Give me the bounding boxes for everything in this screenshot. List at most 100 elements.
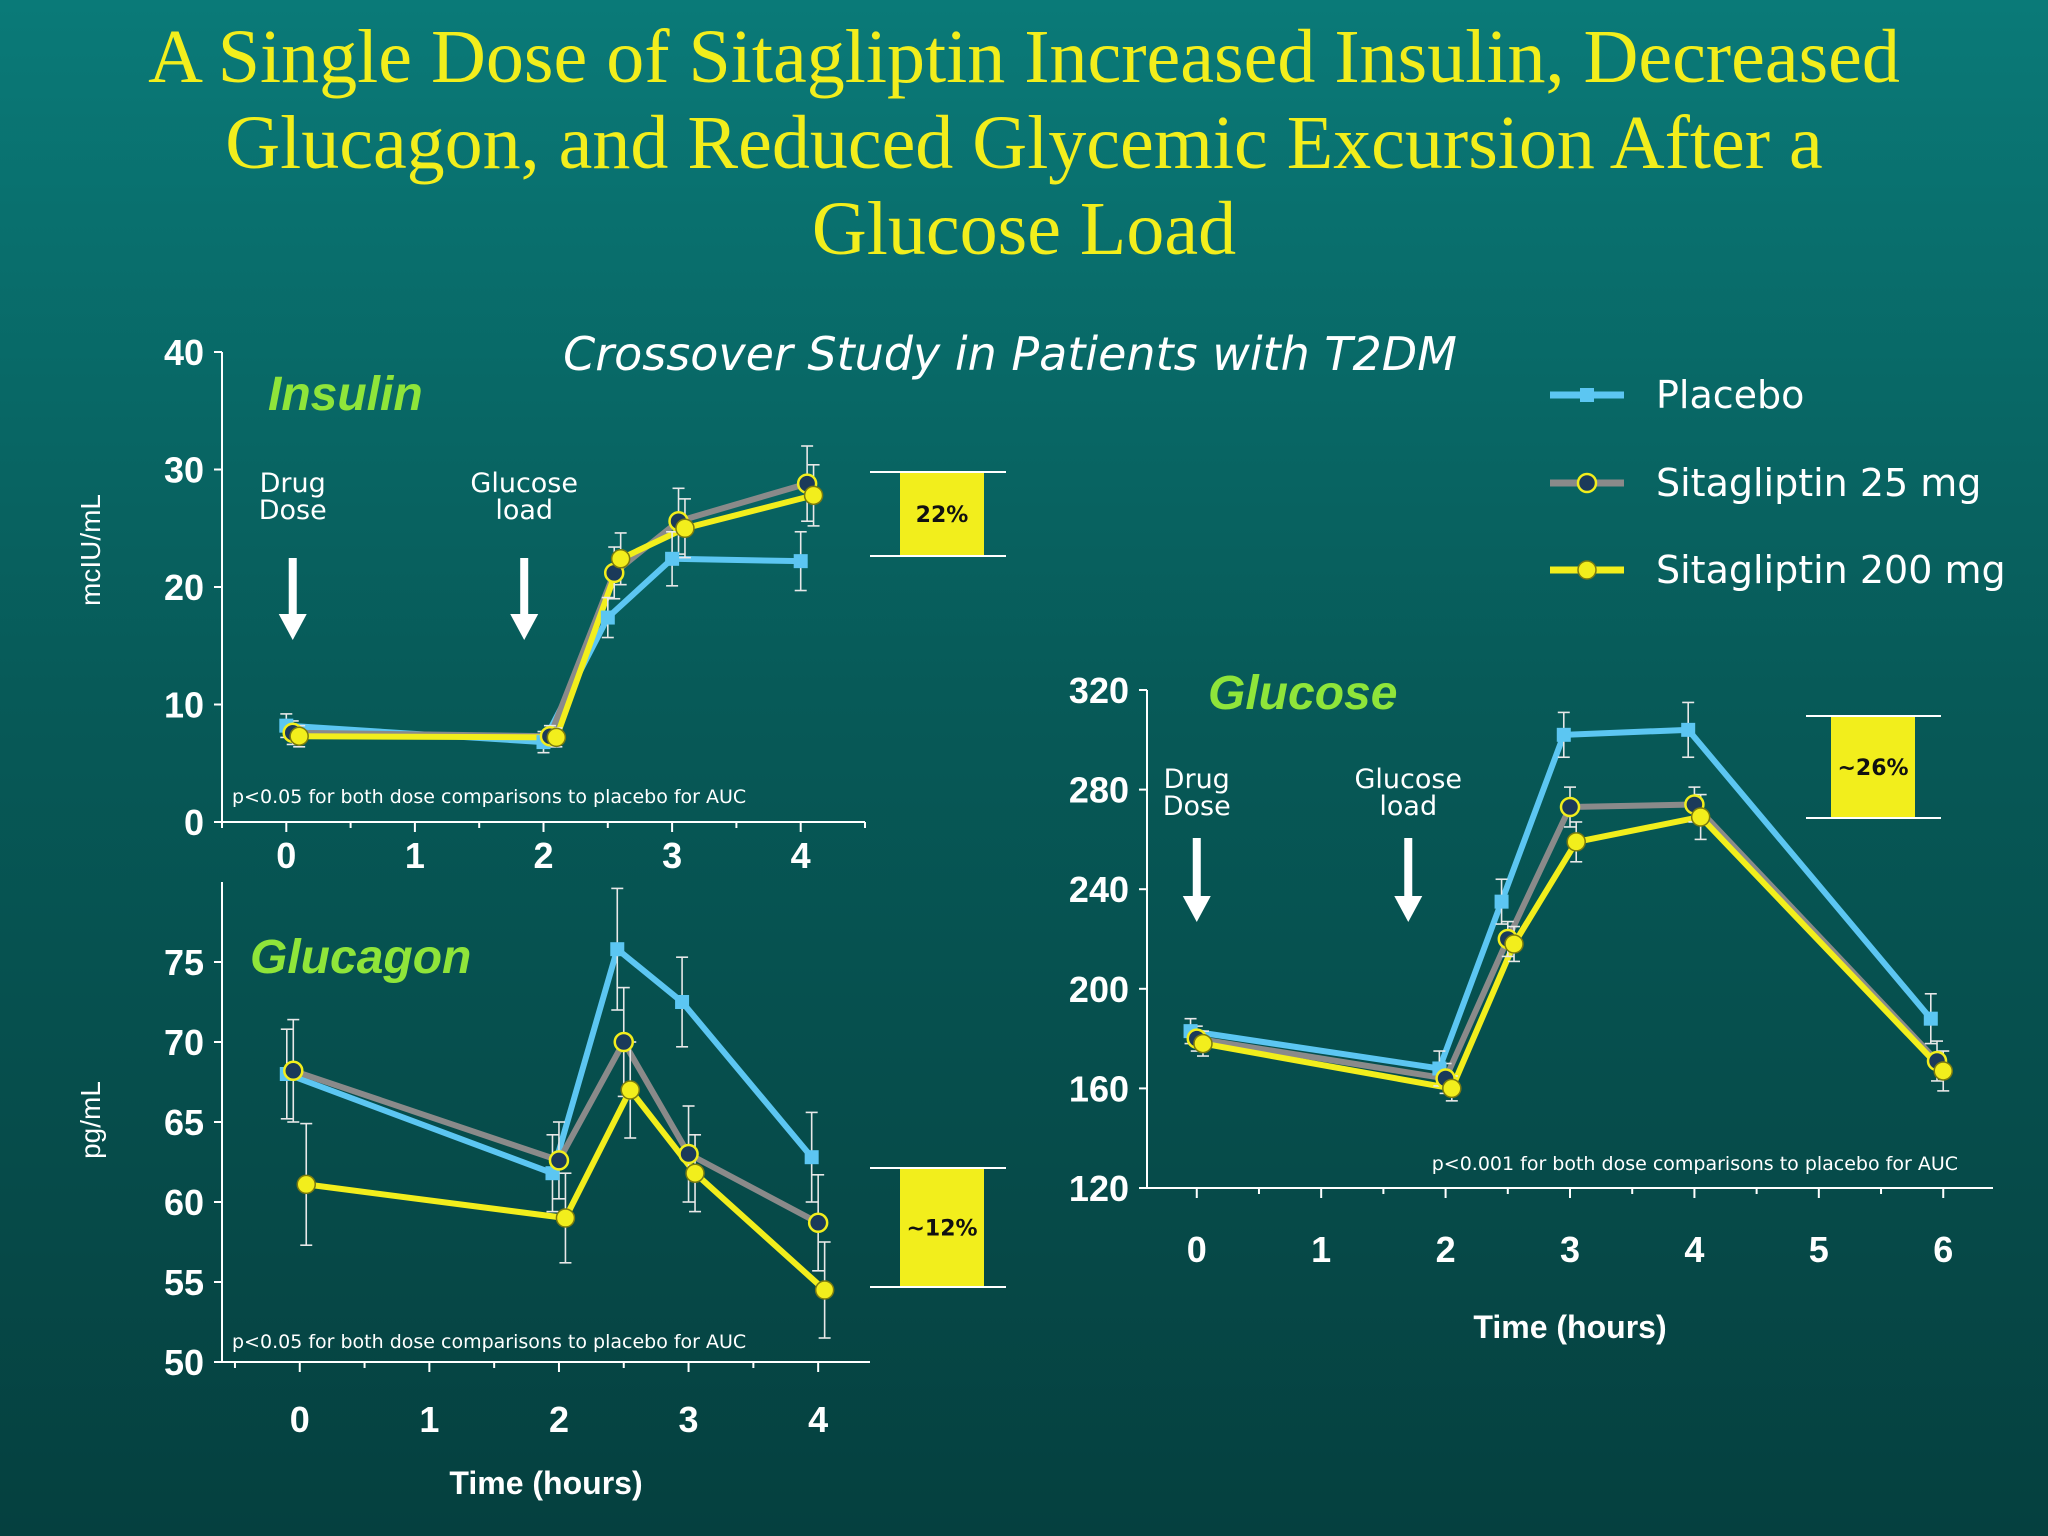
glucose-x-tick-label: 2 (1436, 1229, 1456, 1270)
glucagon-point-sita200 (555, 1208, 576, 1228)
legend-marker-sita200 (1577, 560, 1597, 580)
glucose-y-tick-label: 280 (1069, 770, 1129, 811)
glucose-annotation-label: Glucose (1354, 764, 1462, 795)
glucose-line-sita200 (1202, 813, 1946, 1092)
glucagon-y-tick-label: 70 (164, 1022, 204, 1063)
glucose-series-sita25 (1196, 801, 1940, 1082)
glucagon-point-placebo (675, 995, 690, 1009)
glucose-point-placebo (1556, 727, 1571, 742)
glucose-point-sita200 (1690, 807, 1711, 827)
glucose-point-sita25 (1559, 796, 1581, 818)
glucose-point-placebo (1923, 1011, 1938, 1026)
glucagon-point-placebo (804, 1150, 819, 1165)
insulin-point-placebo (793, 554, 808, 569)
glucose-point-placebo (1681, 722, 1696, 737)
glucagon-y-tick-label: 60 (164, 1182, 204, 1223)
glucose-y-tick-label: 160 (1069, 1068, 1129, 1109)
insulin-points-sita200 (289, 485, 824, 748)
glucose-line-sita25 (1196, 801, 1940, 1082)
glucagon-point-sita200 (814, 1280, 835, 1300)
insulin-point-sita200 (675, 518, 695, 538)
insulin-errors-placebo (280, 530, 807, 754)
legend-label-sita25: Sitagliptin 25 mg (1656, 461, 1981, 505)
legend-marker-sita25 (1576, 472, 1598, 494)
glucose-series-sita200 (1202, 813, 1946, 1092)
glucagon-panel: 50 55 60 65 70 75 0 1 2 3 4 Time (hours) pg/mL Glucag… (75, 882, 1006, 1501)
glucose-point-sita200 (1933, 1061, 1953, 1081)
glucose-auc-note: p<0.001 for both dose comparisons to pla… (1432, 1153, 1958, 1175)
glucagon-points-sita200 (296, 1080, 835, 1300)
glucose-annotation-label: load (1379, 791, 1437, 822)
glucose-annotation-label: Dose (1163, 791, 1231, 822)
insulin-y-tick-label: 40 (164, 332, 204, 373)
glucagon-point-sita200 (620, 1080, 640, 1100)
insulin-x-tick-label: 4 (791, 835, 811, 876)
insulin-x-tick-label: 0 (276, 835, 296, 876)
glucose-series-placebo (1190, 726, 1934, 1072)
insulin-x-tick-label: 3 (662, 835, 682, 876)
glucose-x-tick-label: 0 (1187, 1229, 1207, 1270)
insulin-y-tick-label: 0 (184, 802, 204, 843)
glucagon-x-tick-label: 3 (679, 1399, 699, 1440)
insulin-y-tick-label: 10 (164, 685, 204, 726)
legend: Placebo Sitagliptin 25 mg Sitagliptin 200 … (1550, 373, 2006, 592)
glucose-panel: 120 160 200 240 280 320 0 1 2 3 4 5 6 Time (hours) Glu… (1069, 667, 1993, 1345)
insulin-annotation-label: Glucose (470, 468, 578, 499)
insulin-errors-sita200 (293, 463, 820, 748)
glucagon-point-sita25 (548, 1150, 570, 1171)
glucose-y-tick-label: 120 (1069, 1168, 1129, 1209)
glucagon-points-sita25 (283, 1031, 829, 1234)
glucose-x-tick-label: 3 (1560, 1229, 1580, 1270)
insulin-points-placebo (279, 551, 808, 750)
glucagon-point-sita25 (678, 1143, 699, 1165)
glucagon-y-tick-label: 75 (164, 942, 204, 983)
glucose-x-tick-label: 6 (1933, 1229, 1953, 1270)
legend-label-placebo: Placebo (1656, 373, 1804, 417)
glucagon-point-sita25 (613, 1031, 635, 1053)
insulin-y-axis-title: mcIU/mL (75, 494, 106, 606)
glucagon-x-tick-label: 2 (549, 1399, 569, 1440)
glucose-y-tick-label: 320 (1069, 670, 1129, 711)
glucagon-panel-title: Glucagon (250, 931, 471, 984)
glucagon-point-sita25 (283, 1060, 304, 1082)
slide-title: A Single Dose of Sitagliptin Increased I… (148, 15, 1900, 271)
glucose-arrow (1182, 838, 1211, 922)
glucose-x-tick-label: 1 (1311, 1229, 1331, 1270)
glucose-reduction-label: ~26% (1837, 756, 1908, 781)
glucose-annotation-label: Drug (1164, 764, 1230, 795)
glucagon-point-placebo (610, 942, 625, 957)
insulin-arrow (510, 558, 539, 640)
glucagon-point-sita200 (685, 1163, 705, 1183)
glucose-reduction-box (1831, 716, 1915, 818)
insulin-reduction-box (900, 472, 984, 556)
insulin-y-tick-label: 30 (164, 450, 204, 491)
insulin-point-placebo (665, 551, 680, 566)
legend-item-sita25: Sitagliptin 25 mg (1550, 461, 1981, 505)
glucagon-x-tick-label: 1 (419, 1399, 439, 1440)
insulin-auc-note: p<0.05 for both dose comparisons to plac… (232, 786, 746, 808)
insulin-point-sita200 (289, 726, 309, 746)
glucagon-point-sita25 (807, 1212, 829, 1234)
glucose-x-tick-label: 5 (1809, 1229, 1829, 1270)
glucagon-auc-note: p<0.05 for both dose comparisons to plac… (232, 1331, 746, 1353)
glucagon-point-sita200 (296, 1174, 316, 1195)
insulin-point-sita200 (610, 549, 631, 569)
legend-marker-placebo (1580, 388, 1594, 402)
insulin-point-placebo (600, 610, 615, 625)
glucagon-errors-sita25 (287, 986, 825, 1272)
glucose-point-sita200 (1442, 1078, 1462, 1099)
insulin-reduction-label: 22% (916, 503, 969, 528)
legend-label-sita200: Sitagliptin 200 mg (1656, 548, 2006, 592)
glucose-point-placebo (1494, 894, 1509, 909)
insulin-panel-title: Insulin (268, 368, 423, 421)
glucose-point-sita200 (1193, 1033, 1213, 1054)
legend-item-placebo: Placebo (1550, 373, 1804, 417)
glucose-line-placebo (1190, 726, 1934, 1072)
glucagon-y-axis-title: pg/mL (75, 1081, 106, 1159)
glucagon-reduction-label: ~12% (906, 1217, 977, 1242)
glucose-y-tick-label: 240 (1069, 869, 1129, 910)
insulin-line-placebo (286, 555, 801, 746)
glucose-arrow (1394, 838, 1423, 922)
